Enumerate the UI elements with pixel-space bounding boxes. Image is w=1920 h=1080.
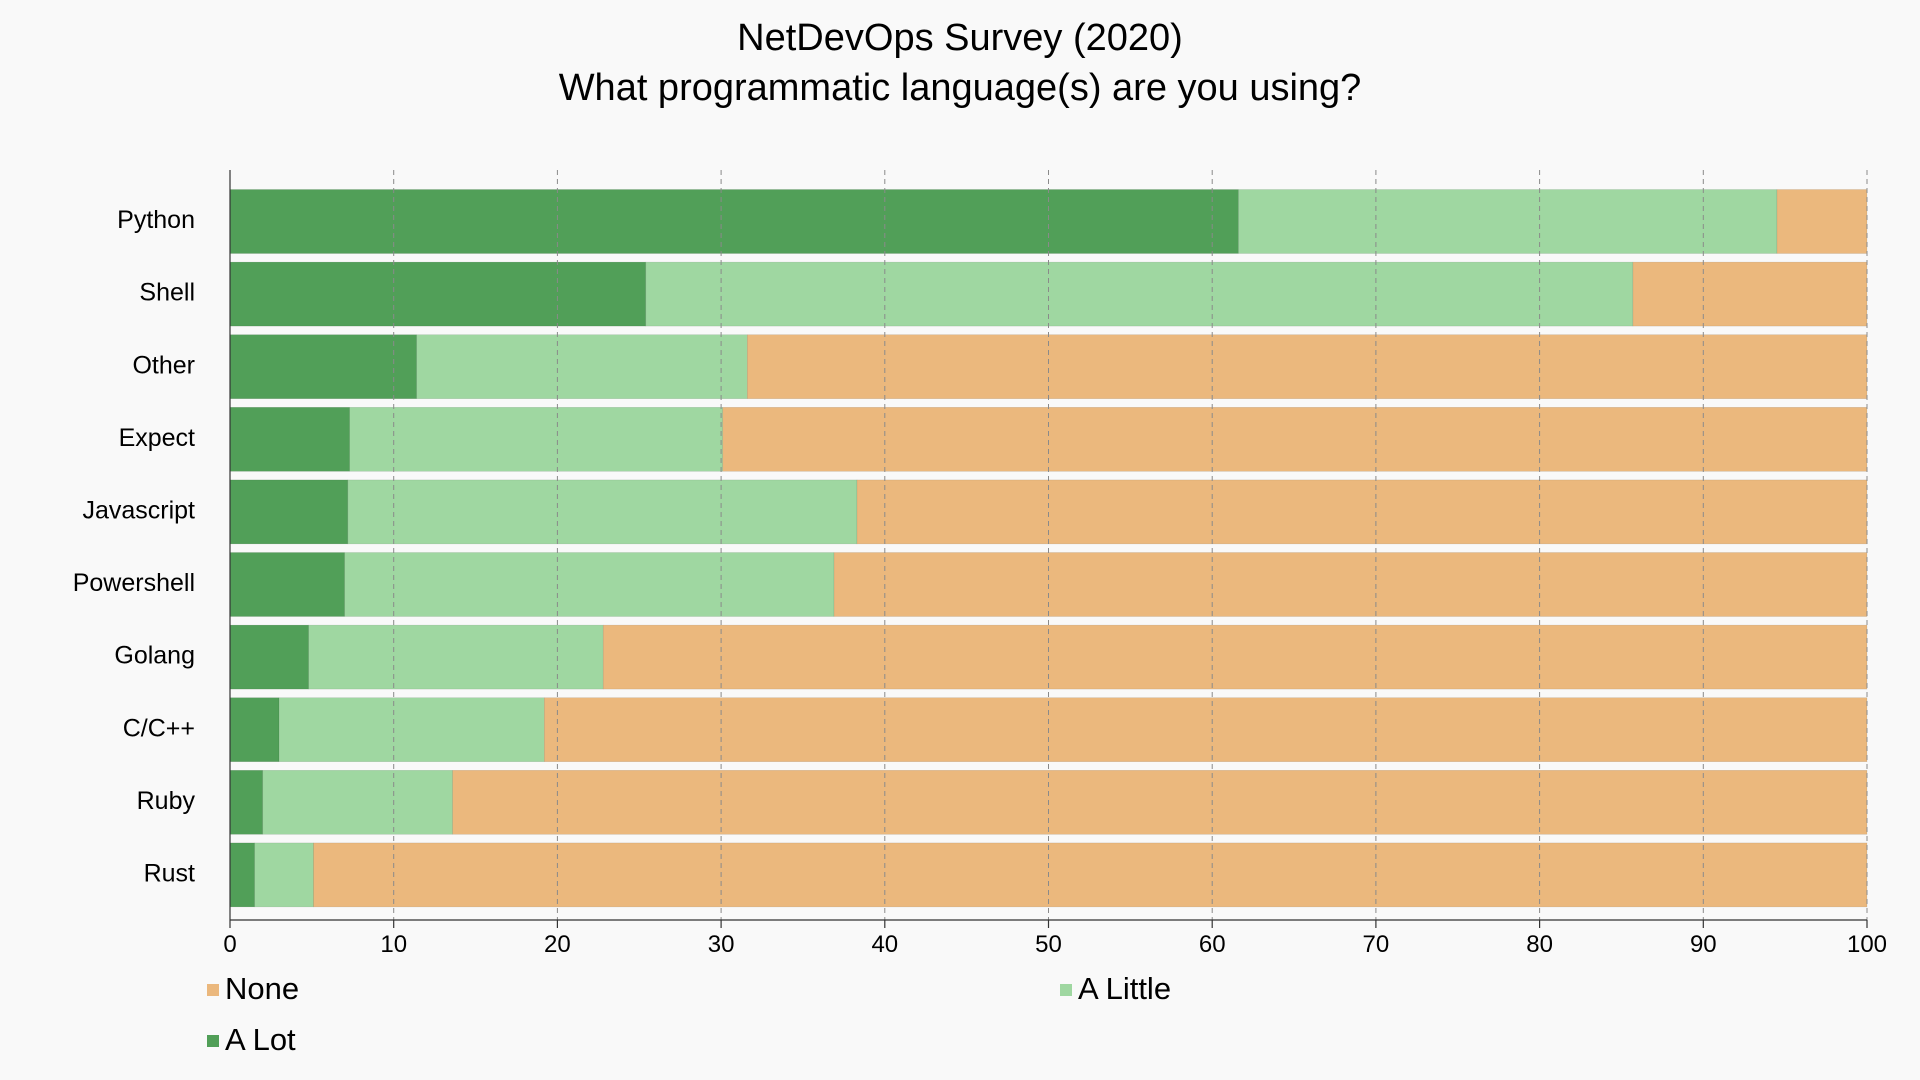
bar-python-a-lot — [229, 189, 1239, 254]
legend-label-a-lot: A Lot — [225, 1022, 296, 1057]
bar-ruby-a-lot — [229, 769, 264, 835]
bars-layer — [229, 189, 1868, 908]
x-tick-label: 20 — [544, 931, 571, 958]
category-label-ruby: Ruby — [137, 787, 196, 815]
bar-other-a-little — [416, 334, 748, 400]
bar-powershell-a-little — [344, 552, 835, 617]
bar-javascript-a-lot — [229, 479, 349, 545]
bar-shell-a-little — [645, 261, 1634, 327]
bar-c-c-none — [544, 697, 1868, 763]
category-labels: Python Shell Other Expect Javascript Powershe… — [73, 206, 196, 887]
bar-other-a-lot — [229, 334, 417, 400]
gridlines — [393, 170, 1868, 920]
bar-powershell-a-lot — [229, 552, 345, 617]
category-label-rust: Rust — [144, 860, 195, 888]
bar-javascript-none — [856, 479, 1868, 545]
bar-shell-a-lot — [229, 261, 647, 327]
legend-swatch-a-little — [1060, 984, 1072, 996]
legend-label-none: None — [225, 971, 299, 1006]
bar-expect-a-lot — [229, 406, 350, 472]
bar-rust-none — [313, 842, 1868, 908]
bar-c-c-a-little — [278, 697, 545, 763]
bar-c-c-a-lot — [229, 697, 280, 763]
x-tick-label: 90 — [1690, 931, 1717, 958]
category-label-golang: Golang — [114, 642, 195, 670]
bar-golang-a-lot — [229, 624, 309, 690]
x-tick-label: 30 — [708, 931, 735, 958]
bar-powershell-none — [833, 552, 1868, 617]
bar-ruby-a-little — [262, 769, 453, 835]
bar-javascript-a-little — [347, 479, 858, 545]
x-tick-label: 70 — [1363, 931, 1390, 958]
category-label-powershell: Powershell — [73, 569, 195, 597]
x-tick-label: 80 — [1526, 931, 1553, 958]
bar-rust-a-little — [254, 842, 314, 908]
x-tick-label: 60 — [1199, 931, 1226, 958]
x-tick-label: 10 — [380, 931, 407, 958]
bar-rust-a-lot — [229, 842, 255, 908]
bar-golang-none — [602, 624, 1868, 690]
chart-title: NetDevOps Survey (2020) — [737, 17, 1183, 59]
chart-subtitle: What programmatic language(s) are you us… — [559, 67, 1362, 109]
bar-other-none — [746, 334, 1868, 400]
category-label-c-c: C/C++ — [123, 714, 195, 742]
axes — [229, 170, 1868, 928]
bar-python-a-little — [1238, 189, 1778, 254]
category-label-python: Python — [117, 206, 195, 234]
bar-expect-none — [722, 406, 1868, 472]
bar-python-none — [1776, 189, 1868, 254]
x-tick-labels: 0 10 20 30 40 50 60 70 80 90 100 — [223, 931, 1887, 958]
bar-golang-a-little — [308, 624, 604, 690]
bar-shell-none — [1632, 261, 1868, 327]
category-label-other: Other — [132, 351, 195, 379]
category-label-javascript: Javascript — [82, 497, 195, 525]
category-label-expect: Expect — [119, 424, 195, 452]
x-tick-label: 50 — [1035, 931, 1062, 958]
bar-ruby-none — [452, 769, 1868, 835]
bar-expect-a-little — [349, 406, 724, 472]
x-tick-label: 100 — [1847, 931, 1887, 958]
x-tick-label: 40 — [871, 931, 898, 958]
legend-label-a-little: A Little — [1078, 971, 1171, 1006]
x-tick-label: 0 — [223, 931, 236, 958]
legend-swatch-none — [207, 984, 219, 996]
legend-swatch-a-lot — [207, 1035, 219, 1047]
legend: None A Little A Lot — [207, 971, 1171, 1057]
category-label-shell: Shell — [139, 279, 195, 307]
